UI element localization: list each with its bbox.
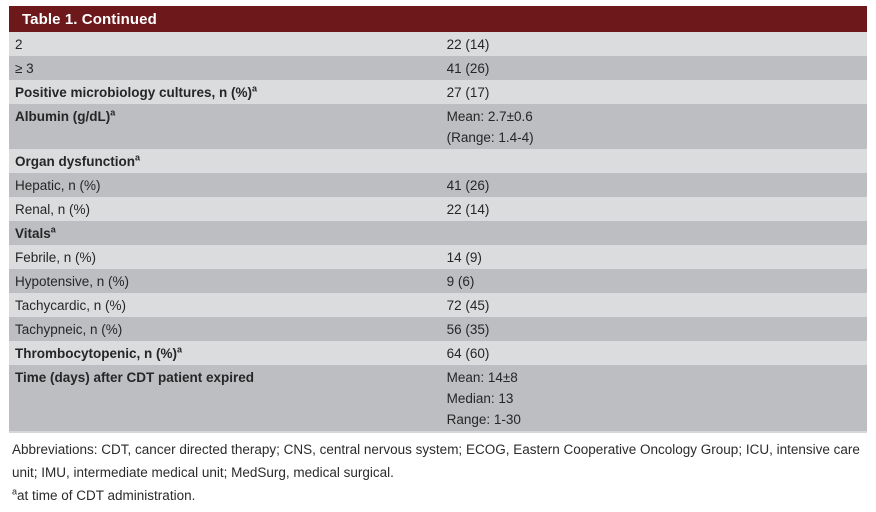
table-row: Febrile, n (%) 14 (9)	[9, 245, 867, 269]
table-row: Vitalsa	[9, 221, 867, 245]
row-label-text: Febrile, n (%)	[15, 249, 97, 265]
footnote-marker: a	[252, 83, 258, 93]
row-label-text: Vitals	[15, 225, 51, 241]
table-row: Albumin (g/dL)a Mean: 2.7±0.6 (Range: 1.4-…	[9, 104, 867, 149]
row-value-line: Mean: 14±8	[446, 369, 518, 385]
row-label-text: 2	[15, 36, 23, 52]
footnote-a: aat time of CDT administration.	[12, 484, 865, 507]
row-value-line: Range: 1-30	[446, 411, 521, 427]
row-label: Albumin (g/dL)a	[9, 106, 447, 148]
row-value: 14 (9)	[447, 247, 867, 268]
row-label-text: Thrombocytopenic, n (%)	[15, 345, 177, 361]
row-label: Thrombocytopenic, n (%)a	[9, 343, 447, 364]
row-value-line: (Range: 1.4-4)	[446, 129, 534, 145]
row-value: 41 (26)	[447, 175, 867, 196]
footnote-marker: a	[177, 344, 183, 354]
row-value-line: 22 (14)	[446, 201, 490, 217]
row-value: 64 (60)	[447, 343, 867, 364]
footnote-a-text: at time of CDT administration.	[17, 488, 196, 503]
row-label: Time (days) after CDT patient expired	[9, 367, 447, 430]
row-value: 72 (45)	[447, 295, 867, 316]
footnote-abbreviations: Abbreviations: CDT, cancer directed ther…	[12, 442, 860, 480]
table-row: Hypotensive, n (%) 9 (6)	[9, 269, 867, 293]
table-row: Renal, n (%) 22 (14)	[9, 197, 867, 221]
table-row: Hepatic, n (%) 41 (26)	[9, 173, 867, 197]
row-label: Vitalsa	[9, 223, 447, 244]
row-label-text: Time (days) after CDT patient expired	[15, 369, 255, 385]
table-footnotes: Abbreviations: CDT, cancer directed ther…	[9, 438, 865, 507]
row-value-line: 64 (60)	[446, 345, 490, 361]
row-value: 56 (35)	[447, 319, 867, 340]
footnote-marker: a	[135, 152, 141, 162]
table-row: Tachypneic, n (%) 56 (35)	[9, 317, 867, 341]
row-value-line: 9 (6)	[446, 273, 475, 289]
row-label: Hepatic, n (%)	[9, 175, 447, 196]
row-value: 27 (17)	[447, 82, 867, 103]
row-label-text: Tachycardic, n (%)	[15, 297, 127, 313]
row-label: Organ dysfunctiona	[9, 151, 447, 172]
row-label: Positive microbiology cultures, n (%)a	[9, 82, 447, 103]
table-row: Organ dysfunctiona	[9, 149, 867, 173]
row-value-line: Mean: 2.7±0.6	[446, 108, 533, 124]
row-label: Renal, n (%)	[9, 199, 447, 220]
row-value	[447, 151, 867, 172]
row-label-text: Organ dysfunction	[15, 153, 136, 169]
row-value-line: 22 (14)	[446, 36, 490, 52]
row-value-line: 41 (26)	[446, 177, 490, 193]
footnote-marker: a	[110, 107, 116, 117]
row-value: 41 (26)	[447, 58, 867, 79]
table-header-bar: Table 1. Continued	[9, 6, 867, 32]
row-value: Mean: 2.7±0.6 (Range: 1.4-4)	[447, 106, 867, 148]
table-title: Table 1. Continued	[22, 10, 157, 28]
row-label-text: Albumin (g/dL)	[15, 108, 111, 124]
row-label: Tachycardic, n (%)	[9, 295, 447, 316]
row-value-line: 56 (35)	[446, 321, 490, 337]
table-row: Tachycardic, n (%) 72 (45)	[9, 293, 867, 317]
row-value	[447, 223, 867, 244]
row-label-text: ≥ 3	[15, 60, 34, 76]
row-value-line: Median: 13	[446, 390, 514, 406]
row-value-line: 27 (17)	[446, 84, 490, 100]
row-label-text: Renal, n (%)	[15, 201, 91, 217]
row-value: 9 (6)	[447, 271, 867, 292]
row-label: Tachypneic, n (%)	[9, 319, 447, 340]
footnote-a-marker: a	[12, 486, 18, 497]
row-label-text: Hepatic, n (%)	[15, 177, 101, 193]
row-label-text: Hypotensive, n (%)	[15, 273, 130, 289]
table-body: 2 22 (14) ≥ 3 41 (26) Positive microbiology …	[9, 32, 867, 431]
row-value: 22 (14)	[447, 199, 867, 220]
table-row: 2 22 (14)	[9, 32, 867, 56]
row-label-text: Tachypneic, n (%)	[15, 321, 123, 337]
row-value-line: 14 (9)	[446, 249, 482, 265]
table-row: ≥ 3 41 (26)	[9, 56, 867, 80]
row-value: Mean: 14±8 Median: 13 Range: 1-30	[447, 367, 867, 430]
row-label: 2	[9, 34, 447, 55]
row-label: Hypotensive, n (%)	[9, 271, 447, 292]
row-label-text: Positive microbiology cultures, n (%)	[15, 84, 253, 100]
table-1-continued: Table 1. Continued 2 22 (14) ≥ 3 41 (26) Pos…	[9, 6, 867, 433]
row-value: 22 (14)	[447, 34, 867, 55]
table-row: Thrombocytopenic, n (%)a 64 (60)	[9, 341, 867, 365]
row-value-line: 72 (45)	[446, 297, 490, 313]
row-label: ≥ 3	[9, 58, 447, 79]
table-row: Positive microbiology cultures, n (%)a 27…	[9, 80, 867, 104]
footnote-marker: a	[50, 224, 56, 234]
row-value-line: 41 (26)	[446, 60, 490, 76]
table-row: Time (days) after CDT patient expired Mea…	[9, 365, 867, 431]
row-label: Febrile, n (%)	[9, 247, 447, 268]
